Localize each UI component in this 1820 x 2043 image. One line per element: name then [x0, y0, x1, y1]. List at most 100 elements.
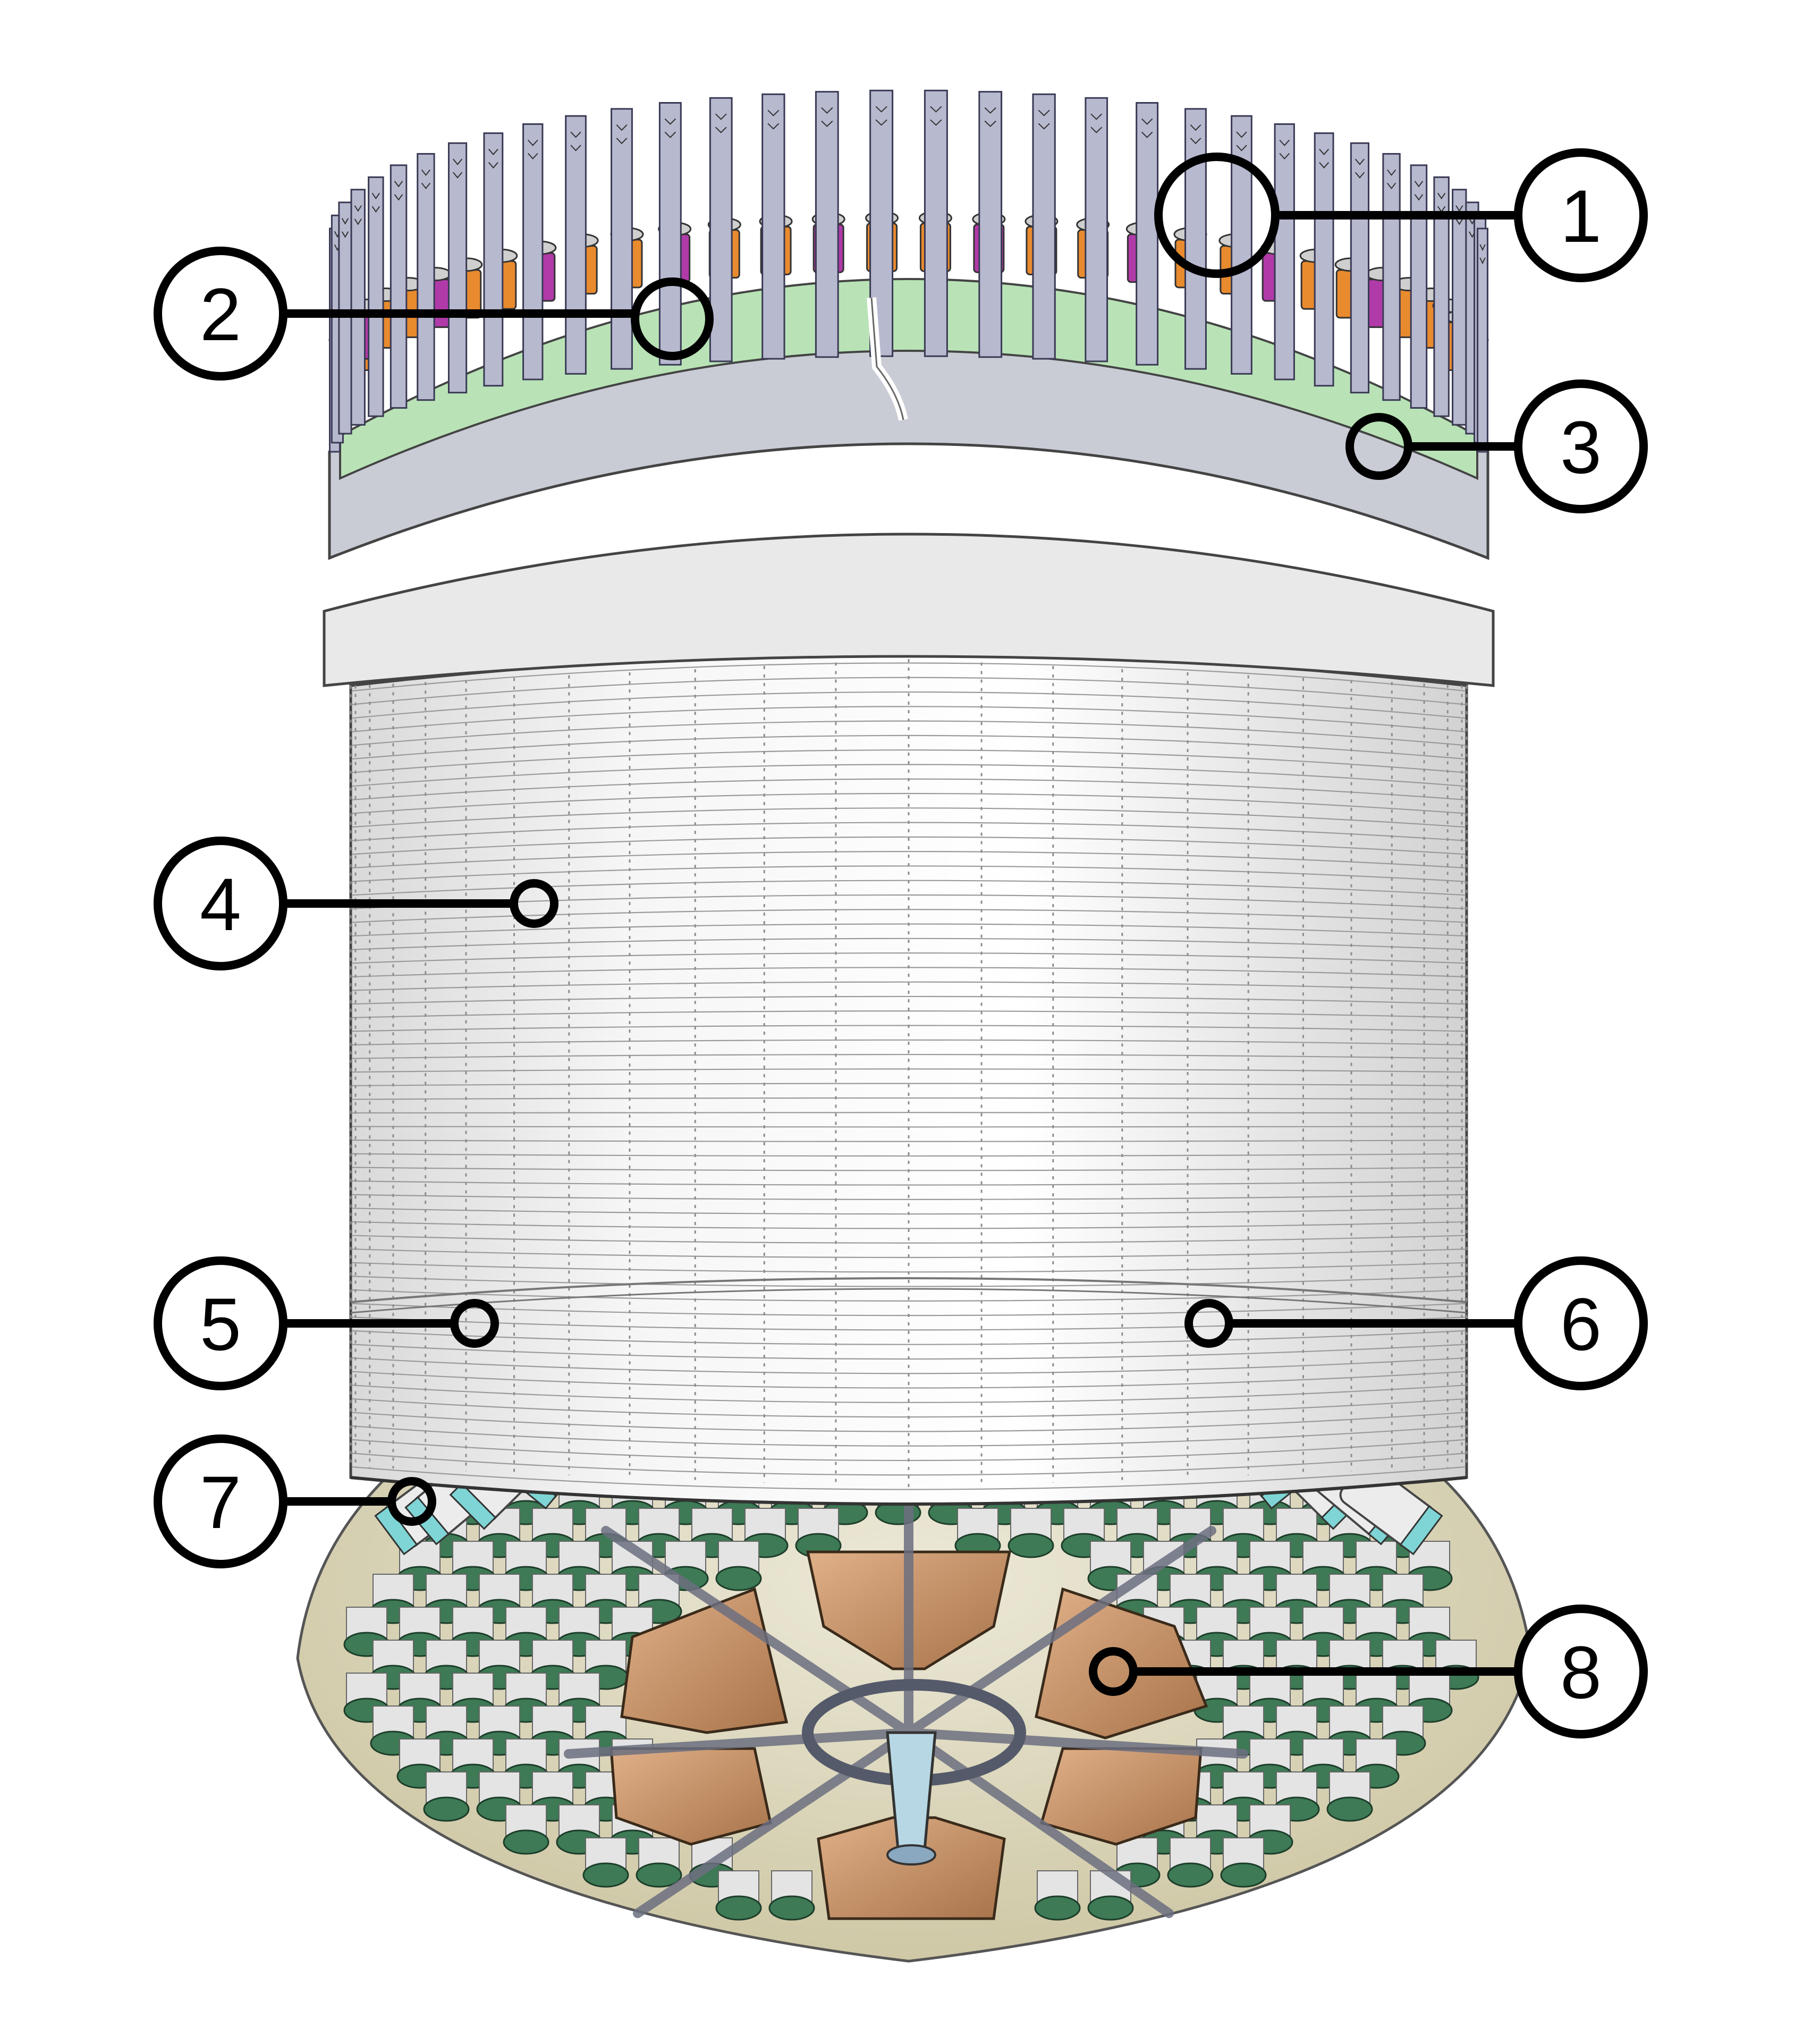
field-ring — [351, 1276, 1466, 1287]
copper-block-right-upper — [1035, 1587, 1208, 1740]
support-strip — [611, 108, 633, 370]
support-spokes — [564, 1473, 1248, 1918]
strip-zigzag — [354, 205, 362, 225]
strip-zigzag — [664, 118, 676, 138]
copper-block-bottom — [817, 1816, 1006, 1920]
field-ring — [351, 938, 1466, 950]
strip-zigzag — [767, 109, 780, 130]
bottom-pmt-face — [1034, 1895, 1081, 1921]
field-ring — [351, 706, 1466, 732]
callout-2-target — [631, 277, 714, 360]
support-strip — [368, 176, 384, 417]
support-strip — [1314, 132, 1334, 387]
callout-3: 3 — [1345, 379, 1648, 513]
vertical-bars — [350, 659, 1468, 1488]
callout-7-label: 7 — [200, 1461, 241, 1544]
callout-7-bubble — [154, 1434, 287, 1568]
field-ring — [351, 1097, 1466, 1100]
bottom-pmt-face — [503, 1829, 549, 1855]
field-cage-cylinder — [349, 652, 1468, 1506]
strip-zigzag — [488, 148, 498, 169]
field-ring — [351, 1153, 1466, 1157]
support-strip — [1231, 115, 1252, 375]
support-strip — [1184, 108, 1207, 370]
support-strip — [1032, 93, 1056, 360]
bottom-pmt-body — [1223, 1771, 1264, 1804]
strip-zigzag — [1090, 113, 1103, 133]
support-strip — [709, 97, 733, 362]
callout-4: 4 — [154, 837, 558, 970]
support-strip — [761, 93, 785, 360]
strip-zigzag — [394, 181, 403, 201]
callout-8-bubble — [1514, 1605, 1648, 1738]
callout-6: 6 — [1184, 1256, 1648, 1390]
field-ring — [351, 1248, 1466, 1259]
strip-zigzag — [1190, 124, 1201, 145]
bottom-pmt-face — [636, 1862, 682, 1888]
support-strip — [1136, 102, 1159, 366]
side-pmt-ring — [1399, 1505, 1443, 1556]
strip-zigzag — [1141, 118, 1153, 138]
field-ring — [351, 1194, 1466, 1200]
field-ring — [351, 662, 1466, 692]
support-strip — [978, 91, 1003, 358]
strip-zigzag — [875, 106, 887, 126]
support-strip — [1452, 189, 1467, 426]
field-ring — [351, 1466, 1466, 1490]
support-strip — [1274, 123, 1295, 381]
support-strip — [1350, 142, 1370, 394]
callout-4-label: 4 — [200, 863, 241, 946]
bottom-pmt-face — [423, 1796, 470, 1822]
support-strip — [522, 123, 544, 381]
field-ring — [351, 764, 1466, 787]
field-ring — [351, 1083, 1466, 1086]
strip-zigzag — [452, 158, 463, 179]
support-strip — [417, 153, 435, 401]
support-strip — [658, 102, 682, 366]
strip-zigzag — [715, 113, 727, 133]
callout-4-bubble — [154, 837, 287, 970]
strip-zigzag — [1355, 158, 1365, 179]
side-pmt-ring — [404, 1496, 450, 1546]
support-strip — [1382, 153, 1401, 401]
field-ring — [351, 1330, 1466, 1345]
field-ring — [351, 1221, 1466, 1229]
callout-2-label: 2 — [200, 273, 241, 356]
strip-zigzag — [570, 131, 581, 151]
top-support-strips — [329, 89, 1488, 453]
field-ring — [351, 1371, 1466, 1389]
strip-zigzag — [1038, 109, 1050, 130]
callout-1-target — [1154, 153, 1280, 278]
support-strip — [924, 89, 948, 357]
callout-1-bubble — [1514, 148, 1648, 282]
support-strip — [390, 164, 408, 409]
support-strip — [815, 91, 839, 358]
callout-1-label: 1 — [1560, 174, 1602, 258]
callout-3-label: 3 — [1560, 406, 1602, 489]
field-shaping-rings — [351, 662, 1466, 1490]
callout-7: 7 — [154, 1434, 436, 1568]
field-ring — [351, 1039, 1466, 1046]
callout-3-bubble — [1514, 379, 1648, 513]
bottom-pmt-face — [1087, 1895, 1134, 1921]
field-ring — [351, 1289, 1466, 1302]
field-ring — [351, 807, 1466, 828]
field-ring — [351, 1453, 1466, 1476]
callout-2: 2 — [154, 247, 714, 381]
bottom-pmt-face — [1167, 1862, 1214, 1888]
field-ring — [351, 1235, 1466, 1244]
strip-zigzag — [341, 218, 349, 238]
field-ring — [351, 691, 1466, 719]
strip-zigzag — [421, 169, 431, 190]
support-strip — [1410, 164, 1428, 409]
bottom-pmt-face — [715, 1566, 762, 1591]
callout-8: 8 — [1089, 1605, 1648, 1738]
field-ring — [351, 1425, 1466, 1447]
callouts: 1 2 3 4 5 — [154, 148, 1648, 1738]
support-strip — [483, 132, 504, 387]
field-ring — [351, 749, 1466, 773]
bottom-pmt-face — [1008, 1533, 1054, 1558]
side-pmt-ring — [374, 1505, 418, 1556]
strip-zigzag — [1279, 139, 1290, 159]
